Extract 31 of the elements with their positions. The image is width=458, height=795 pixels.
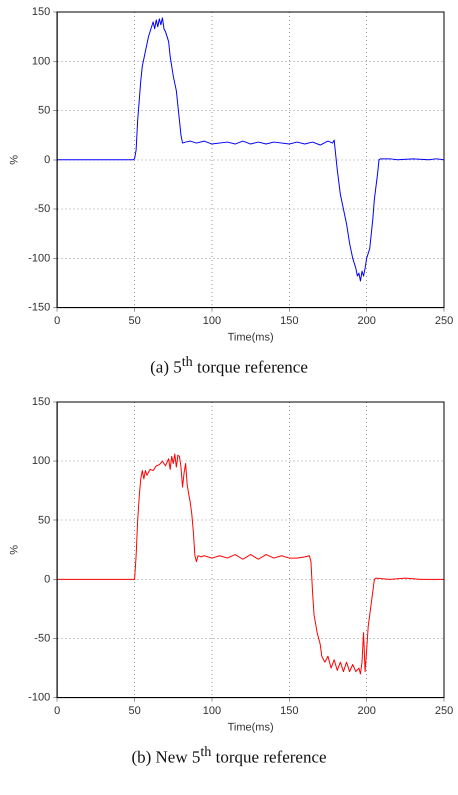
y-tick-label: -150 xyxy=(28,302,50,314)
x-tick-label: 250 xyxy=(434,705,454,718)
y-tick-label: 50 xyxy=(38,104,50,117)
x-tick-label: 150 xyxy=(280,315,298,328)
y-tick-label: -100 xyxy=(28,252,50,264)
text: (a) 5$^{th}$ torque reference xyxy=(149,353,309,379)
y-tick-label: 50 xyxy=(38,514,50,526)
x-axis-title: Time(ms) xyxy=(228,331,274,344)
text: (b) New 5$^{th}$ torque reference xyxy=(130,743,328,769)
x-axis-title: Time(ms) xyxy=(228,721,274,734)
x-tick-label: 50 xyxy=(128,705,141,718)
y-tick-label: -100 xyxy=(28,692,50,704)
y-tick-label: 150 xyxy=(32,6,50,18)
y-tick-label: 150 xyxy=(32,396,50,408)
x-tick-label: 200 xyxy=(357,315,376,328)
x-tick-label: 150 xyxy=(280,705,298,718)
y-tick-label: -50 xyxy=(34,632,50,645)
y-axis-title: % xyxy=(8,544,21,555)
y-tick-label: 100 xyxy=(32,55,50,68)
x-tick-label: 200 xyxy=(357,705,376,718)
x-tick-label: 100 xyxy=(202,315,222,328)
y-axis-title: % xyxy=(8,154,21,165)
x-tick-label: 0 xyxy=(54,315,60,328)
x-tick-label: 250 xyxy=(434,315,454,328)
y-tick-label: -50 xyxy=(34,203,50,216)
x-tick-label: 0 xyxy=(54,705,60,718)
y-tick-label: 100 xyxy=(32,455,50,468)
x-tick-label: 100 xyxy=(202,705,222,718)
y-tick-label: 0 xyxy=(44,154,50,166)
x-tick-label: 50 xyxy=(128,315,141,328)
y-tick-label: 0 xyxy=(44,573,50,586)
